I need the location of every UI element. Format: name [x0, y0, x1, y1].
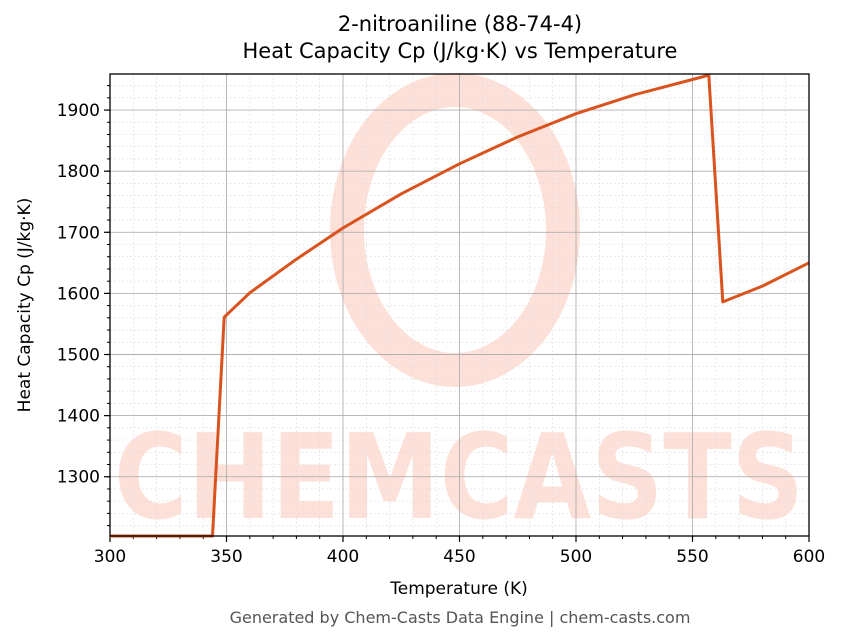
svg-text:550: 550	[676, 547, 708, 567]
svg-text:500: 500	[560, 547, 592, 567]
svg-text:1900: 1900	[57, 101, 100, 121]
axis-ticks: 300 350 400 450 500 550 600 1300 1400 1500 1600 170…	[57, 85, 825, 567]
svg-text:1800: 1800	[57, 162, 100, 182]
svg-text:1400: 1400	[57, 407, 100, 427]
chart-title: 2-nitroaniline (88-74-4)	[337, 12, 583, 36]
svg-text:450: 450	[443, 547, 475, 567]
svg-text:400: 400	[327, 547, 359, 567]
svg-text:1500: 1500	[57, 346, 100, 366]
svg-text:600: 600	[793, 547, 825, 567]
x-axis-label: Temperature (K)	[389, 579, 528, 599]
plot-frame	[109, 73, 810, 537]
footer-credit: Generated by Chem-Casts Data Engine | ch…	[229, 608, 691, 627]
svg-text:1600: 1600	[57, 284, 100, 304]
svg-text:1300: 1300	[57, 468, 100, 488]
svg-text:1700: 1700	[57, 223, 100, 243]
svg-text:350: 350	[210, 547, 242, 567]
chart-subtitle: Heat Capacity Cp (J/kg·K) vs Temperature	[242, 39, 678, 63]
y-axis-label: Heat Capacity Cp (J/kg·K)	[15, 198, 35, 413]
svg-text:300: 300	[94, 547, 126, 567]
cp-line	[110, 73, 810, 538]
